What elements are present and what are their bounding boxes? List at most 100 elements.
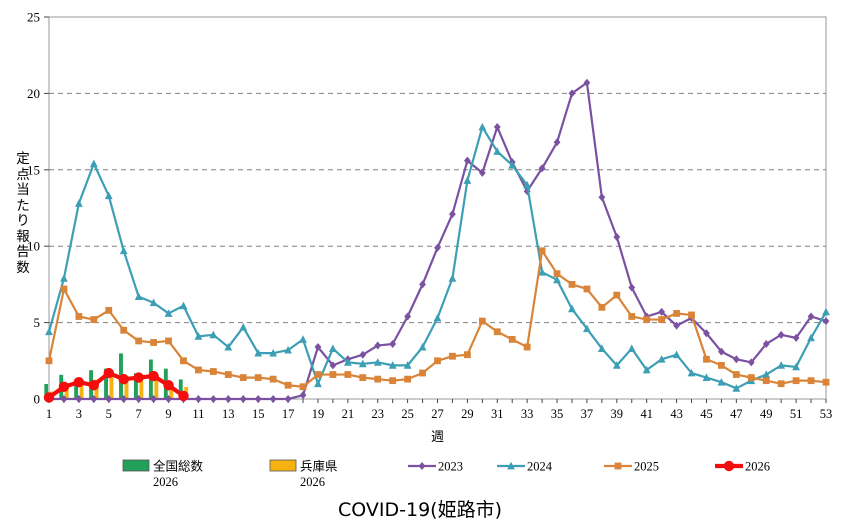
marker — [104, 191, 113, 200]
marker — [120, 395, 128, 403]
line-series-2024 — [45, 122, 830, 392]
marker — [732, 384, 741, 392]
marker — [792, 333, 800, 342]
y-axis-title: 定 点 当 た り 報 告 数 — [16, 151, 30, 276]
marker — [688, 311, 695, 319]
marker — [762, 370, 771, 378]
marker — [403, 361, 412, 369]
marker — [149, 298, 158, 307]
marker — [717, 377, 726, 386]
marker — [807, 333, 815, 342]
marker — [164, 309, 173, 317]
legend-2026[interactable]: 2026 — [715, 460, 770, 474]
marker — [43, 392, 55, 403]
y-tick-label-25: 25 — [27, 10, 40, 25]
marker — [613, 233, 621, 242]
marker — [45, 357, 53, 365]
marker — [299, 335, 307, 343]
marker — [657, 355, 666, 363]
legend-2024[interactable]: 2024 — [497, 460, 553, 474]
marker — [449, 210, 456, 219]
marker — [165, 395, 172, 403]
marker — [148, 370, 159, 382]
marker — [374, 341, 382, 350]
marker — [777, 380, 785, 388]
marker — [269, 395, 277, 403]
marker — [224, 371, 232, 378]
x-tick-label-43: 43 — [670, 407, 683, 421]
marker — [568, 304, 576, 313]
marker — [180, 357, 187, 365]
marker — [613, 291, 621, 299]
legend-2023[interactable]: 2023 — [408, 460, 463, 474]
marker — [404, 375, 412, 383]
marker — [434, 357, 441, 365]
marker — [299, 391, 307, 400]
marker — [419, 369, 426, 377]
marker — [404, 312, 412, 321]
x-tick-label-53: 53 — [820, 407, 833, 421]
chart-title: COVID-19(姫路市) — [338, 499, 502, 521]
marker — [747, 374, 755, 382]
marker — [329, 371, 337, 378]
marker — [478, 168, 486, 177]
x-tick-label-9: 9 — [165, 407, 171, 421]
legend-label: 2025 — [634, 460, 659, 474]
marker — [614, 462, 622, 470]
marker — [628, 313, 636, 320]
marker — [75, 313, 83, 320]
marker — [150, 395, 157, 403]
marker — [179, 301, 188, 310]
marker — [702, 373, 711, 382]
marker — [478, 122, 487, 131]
x-tick-label-31: 31 — [491, 407, 504, 421]
marker — [284, 381, 292, 389]
marker — [254, 374, 262, 382]
line-series-2026 — [43, 367, 189, 403]
marker — [359, 374, 367, 382]
marker — [388, 361, 397, 369]
marker — [105, 395, 113, 403]
marker — [822, 378, 830, 386]
marker — [673, 310, 680, 317]
marker — [538, 267, 546, 276]
x-tick-label-45: 45 — [700, 407, 713, 421]
marker — [493, 328, 501, 336]
legend-label: 2023 — [438, 460, 463, 474]
marker — [329, 344, 337, 352]
marker — [119, 246, 128, 255]
marker — [389, 339, 397, 348]
marker — [523, 180, 532, 189]
legend-label: 兵庫県 — [300, 459, 338, 474]
marker — [105, 306, 113, 314]
legend-sublabel: 2026 — [153, 475, 178, 489]
x-tick-label-5: 5 — [106, 407, 112, 421]
line-path-2026 — [46, 370, 186, 400]
marker — [269, 348, 278, 357]
marker — [90, 316, 98, 323]
marker — [150, 339, 157, 346]
marker — [419, 280, 426, 289]
marker — [628, 283, 636, 292]
marker — [134, 292, 143, 301]
marker — [703, 329, 710, 338]
marker — [74, 199, 83, 207]
marker — [777, 330, 785, 339]
marker — [747, 358, 755, 367]
x-tick-label-41: 41 — [640, 407, 653, 421]
legend-2025[interactable]: 2025 — [604, 460, 659, 474]
marker — [433, 313, 442, 322]
x-tick-label-1: 1 — [46, 407, 52, 421]
marker — [723, 460, 735, 472]
marker — [224, 395, 232, 403]
marker — [239, 395, 247, 403]
marker — [583, 285, 591, 293]
marker — [60, 274, 68, 282]
y-tick-label-0: 0 — [34, 392, 41, 407]
x-tick-label-25: 25 — [401, 407, 414, 421]
marker — [568, 89, 576, 98]
marker — [777, 361, 786, 369]
